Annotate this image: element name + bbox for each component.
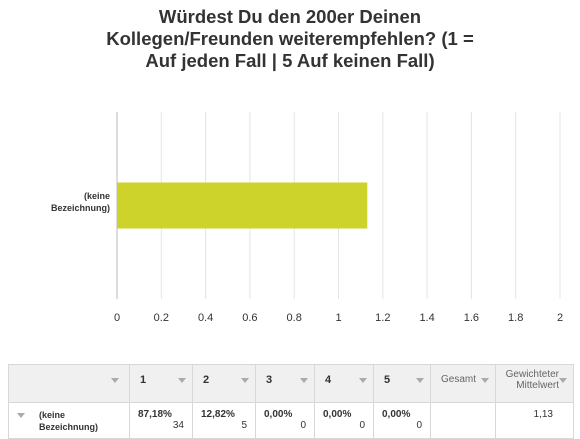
chevron-down-icon xyxy=(559,378,567,383)
bar xyxy=(117,182,368,229)
x-tick-label: 2 xyxy=(557,312,563,324)
header-weighted-average[interactable]: Gewichteter Mittelwert xyxy=(495,364,574,403)
x-tick-label: 0 xyxy=(114,312,120,324)
table-cell: 87,18% 34 xyxy=(129,402,193,439)
results-table: 1 2 3 4 5 Gesamt Gewichteter Mittelwert xyxy=(8,364,574,439)
chevron-down-icon xyxy=(178,378,186,383)
table-cell: 12,82% 5 xyxy=(192,402,256,439)
header-row-label xyxy=(8,364,130,403)
chevron-down-icon xyxy=(300,378,308,383)
chevron-down-icon[interactable] xyxy=(17,413,25,418)
x-tick-label: 1.4 xyxy=(419,312,434,324)
x-tick-label: 0.2 xyxy=(154,312,169,324)
header-col-2[interactable]: 2 xyxy=(192,364,256,403)
chevron-down-icon xyxy=(481,378,489,383)
x-tick-label: 0.8 xyxy=(287,312,302,324)
x-tick-label: 1.8 xyxy=(508,312,523,324)
chevron-down-icon xyxy=(359,378,367,383)
chevron-down-icon xyxy=(241,378,249,383)
x-tick-label: 0.6 xyxy=(242,312,257,324)
header-col-1[interactable]: 1 xyxy=(129,364,193,403)
chart-title: Würdest Du den 200er Deinen Kollegen/Fre… xyxy=(0,6,580,72)
chevron-down-icon[interactable] xyxy=(111,378,119,383)
bar-chart: 0 0.2 0.4 0.6 0.8 1 1.2 1.4 1.6 1.8 2 xyxy=(114,112,563,324)
title-line: Würdest Du den 200er Deinen xyxy=(158,6,422,27)
header-col-5[interactable]: 5 xyxy=(373,364,431,403)
header-total[interactable]: Gesamt xyxy=(430,364,496,403)
header-col-3[interactable]: 3 xyxy=(255,364,315,403)
title-line: Kollegen/Freunden weiterempfehlen? (1 = xyxy=(106,28,474,49)
row-label-cell: (keine Bezeichnung) xyxy=(8,402,130,439)
x-tick-label: 1.6 xyxy=(464,312,479,324)
title-line: Auf jeden Fall | 5 Auf keinen Fall) xyxy=(145,50,435,71)
weighted-average-cell: 1,13 xyxy=(495,402,574,439)
table-cell: 0,00% 0 xyxy=(373,402,431,439)
category-label: (keine Bezeichnung) xyxy=(50,191,110,213)
table-cell: 0,00% 0 xyxy=(255,402,315,439)
x-tick-label: 0.4 xyxy=(198,312,213,324)
table-row: (keine Bezeichnung) 87,18% 34 12,82% 5 0,0… xyxy=(8,402,574,439)
x-tick-label: 1.2 xyxy=(375,312,390,324)
total-cell xyxy=(430,402,496,439)
header-col-4[interactable]: 4 xyxy=(314,364,374,403)
table-cell: 0,00% 0 xyxy=(314,402,374,439)
x-tick-label: 1 xyxy=(335,312,341,324)
chevron-down-icon xyxy=(416,378,424,383)
